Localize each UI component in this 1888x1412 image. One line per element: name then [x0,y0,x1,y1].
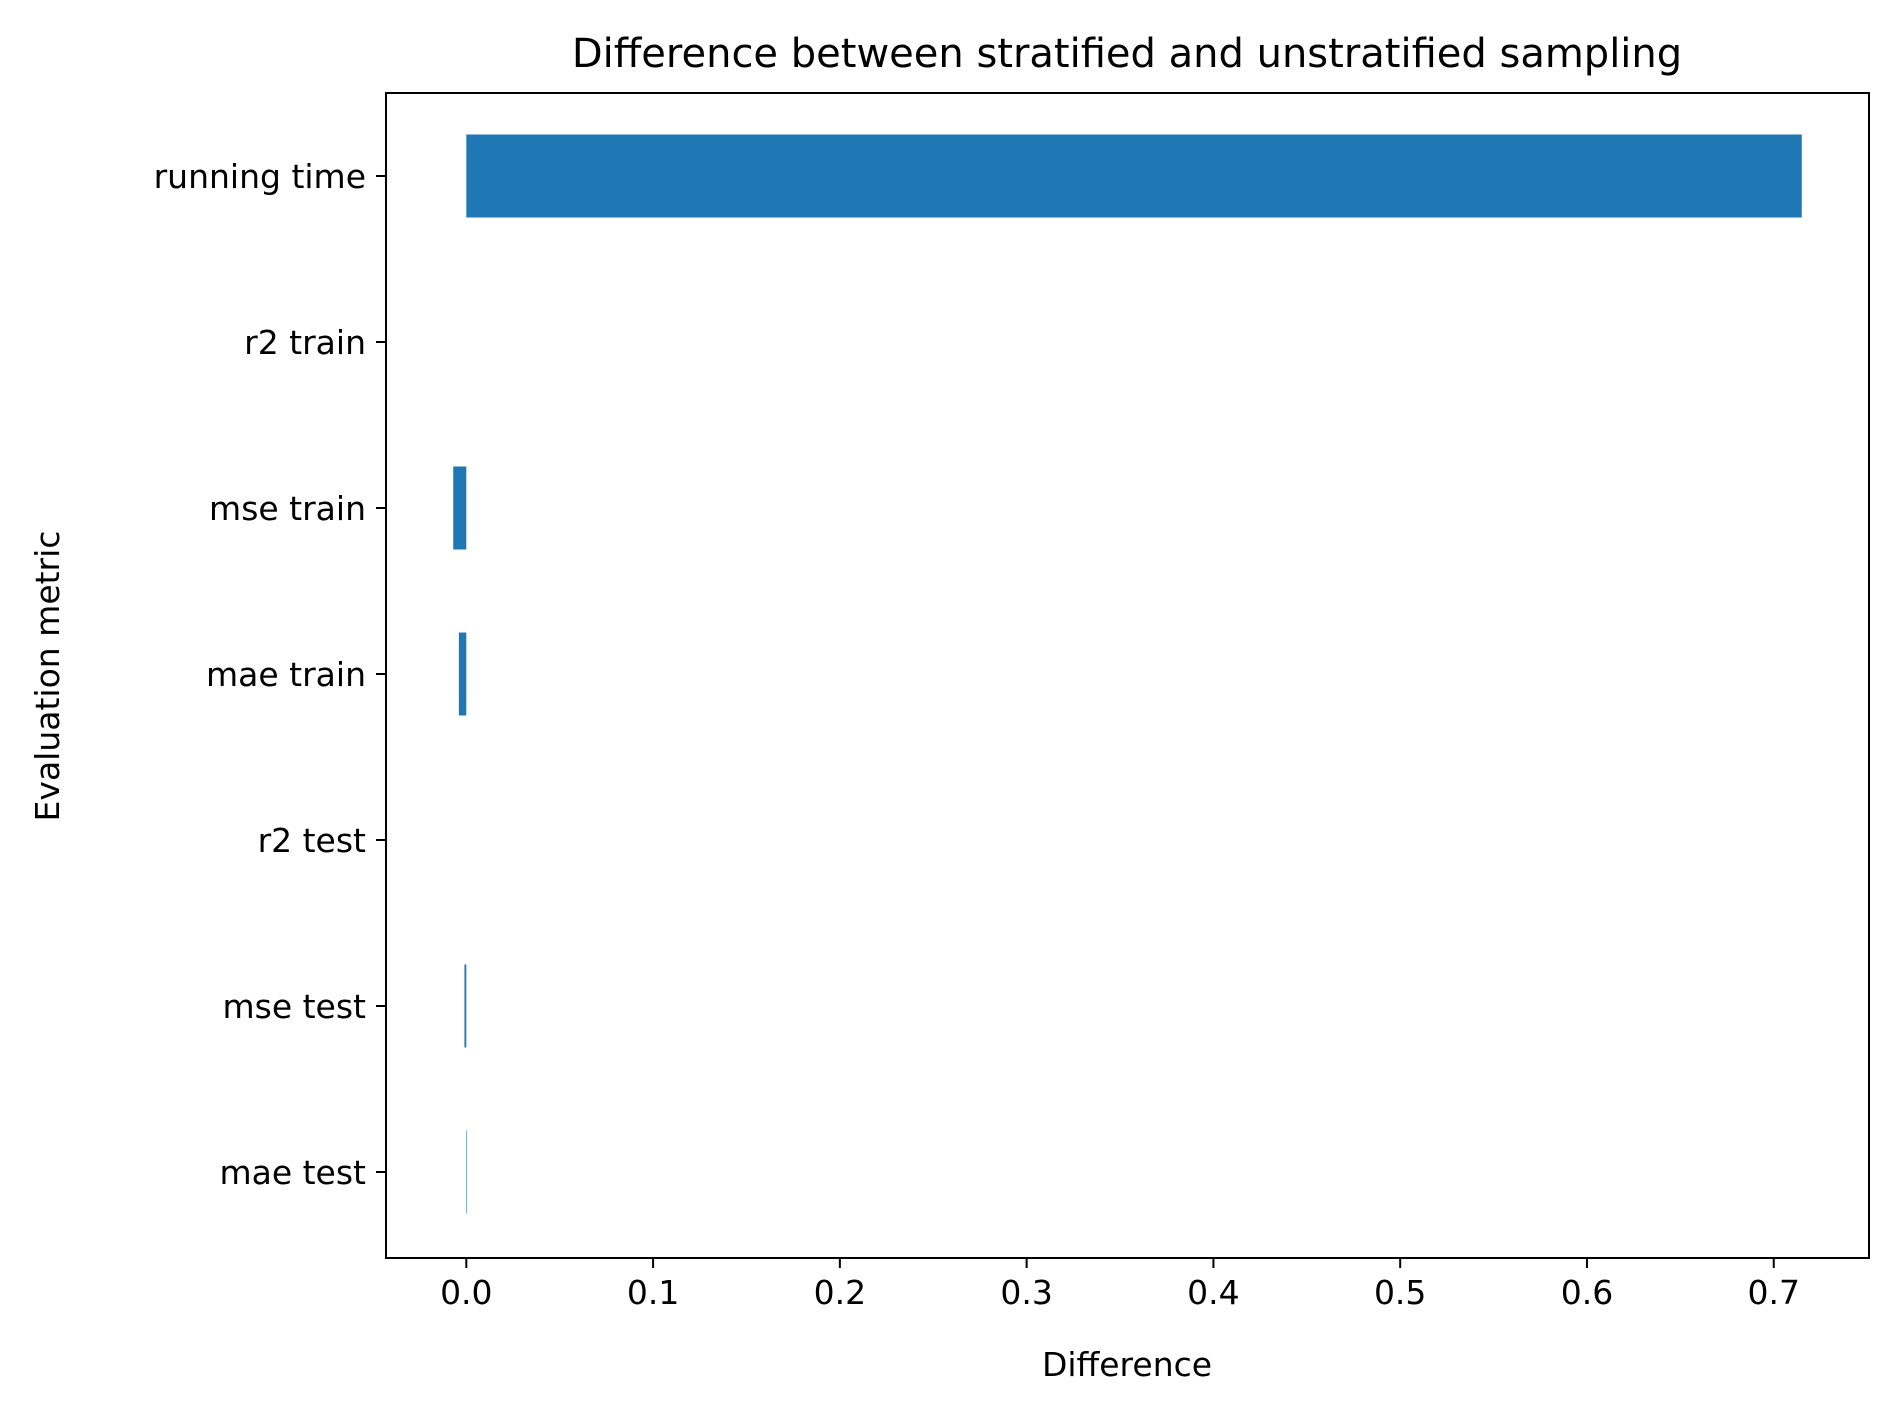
bar-mse-test [464,964,467,1048]
y-tick-label-mae-train: mae train [206,655,366,694]
x-tick-label-7: 0.7 [1748,1273,1800,1312]
x-axis-label: Difference [1042,1345,1212,1384]
x-tick-label-0: 0.0 [440,1273,492,1312]
y-axis-ticks: running time r2 train mse train mae train r2… [154,157,386,1192]
bar-mae-test [466,1130,467,1214]
bar-running-time [466,134,1802,218]
y-tick-label-r2-test: r2 test [258,821,366,860]
bar-mae-train [458,632,467,716]
bar-mse-train [453,466,467,550]
y-tick-label-mae-test: mae test [219,1153,366,1192]
x-tick-label-5: 0.5 [1374,1273,1426,1312]
chart-title: Difference between stratified and unstra… [572,31,1682,77]
x-tick-label-3: 0.3 [1000,1273,1052,1312]
plot-frame [385,92,1870,1259]
y-tick-label-mse-test: mse test [222,987,366,1026]
bars-layer [453,134,1802,1214]
y-tick-label-r2-train: r2 train [244,323,366,362]
y-tick-label-running-time: running time [154,157,366,196]
x-tick-label-6: 0.6 [1561,1273,1613,1312]
x-tick-label-1: 0.1 [627,1273,679,1312]
x-tick-label-2: 0.2 [814,1273,866,1312]
x-axis-ticks: 0.0 0.1 0.2 0.3 0.4 0.5 0.6 0.7 [440,1258,1800,1312]
x-tick-label-4: 0.4 [1187,1273,1239,1312]
y-axis-label: Evaluation metric [28,531,67,822]
y-tick-label-mse-train: mse train [209,489,366,528]
